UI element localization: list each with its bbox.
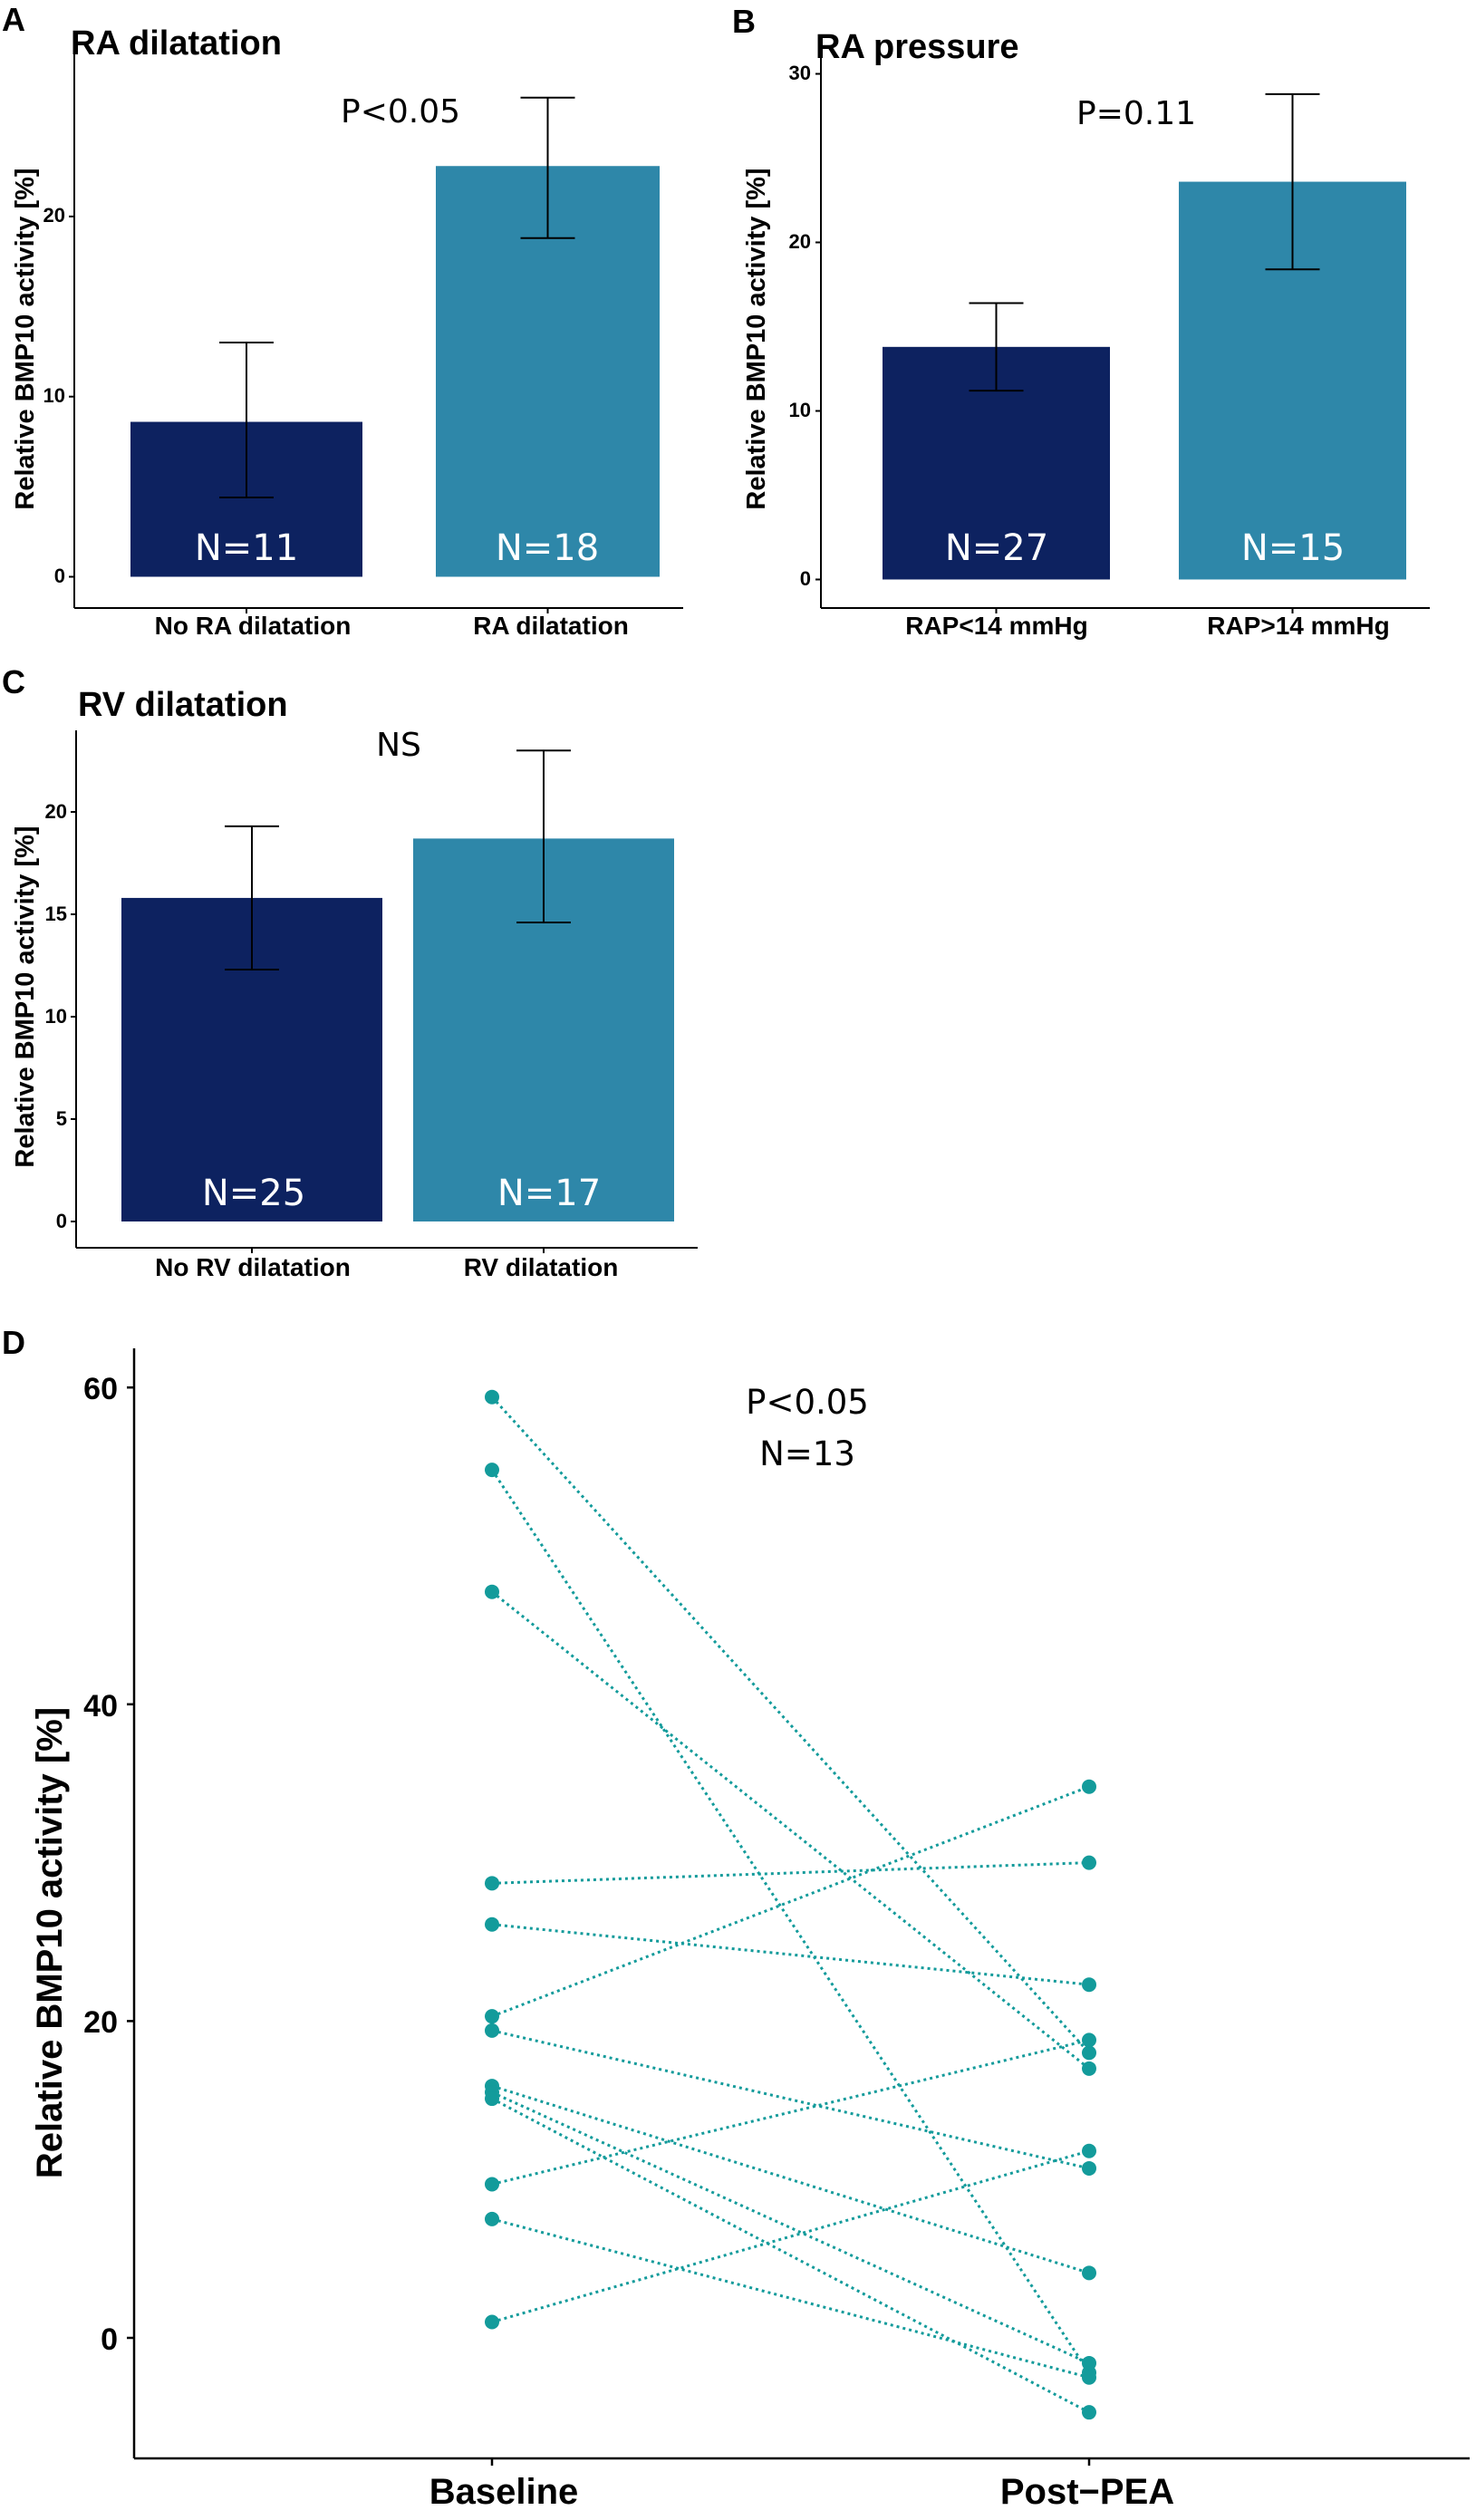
- panel-c-y-tick-label: 20: [45, 800, 67, 823]
- panel-c-annotation: NS: [376, 727, 421, 764]
- panel-a-n-label: N=18: [496, 527, 599, 569]
- panel-a-x-tick-label: No RA dilatation: [155, 612, 352, 640]
- panel-b-x-tick-label: RAP>14 mmHg: [1207, 612, 1390, 640]
- panel-d-pair-line: [490, 1395, 1091, 2054]
- panel-d-pair-line: [490, 1469, 1091, 2374]
- panel-d-post-pea-point: [1082, 2143, 1096, 2158]
- panel-d-baseline-point: [485, 1917, 499, 1932]
- panel-b-title: RA pressure: [815, 28, 1019, 66]
- panel-a-annotation: P<0.05: [341, 93, 460, 130]
- panel-d-baseline-point: [485, 2023, 499, 2038]
- panel-label-d: D: [2, 1324, 25, 1361]
- panel-b-annotation: P=0.11: [1076, 95, 1196, 132]
- panel-c-x-tick-label: No RV dilatation: [155, 1253, 351, 1281]
- panel-d-annotation: P<0.05: [746, 1383, 869, 1422]
- panel-label-b: B: [732, 3, 756, 40]
- panel-c-y-tick-label: 0: [56, 1210, 67, 1232]
- panel-c-n-label: N=17: [497, 1173, 601, 1214]
- panel-d-y-tick-label: 20: [83, 2005, 118, 2040]
- panel-d-y-axis-label: Relative BMP10 activity [%]: [30, 1707, 70, 2178]
- panel-a-bar-chart: RA dilatation P<0.05 Relative BMP10 acti…: [11, 24, 683, 640]
- panel-c-y-tick-label: 15: [45, 903, 67, 925]
- panel-c-title: RV dilatation: [78, 686, 288, 724]
- panel-d-baseline-point: [485, 1876, 499, 1891]
- panel-d-baseline-point: [485, 2177, 499, 2192]
- panel-a-title: RA dilatation: [71, 24, 282, 63]
- panel-a-y-tick-label: 0: [54, 565, 65, 587]
- panel-c-x-tick-label: RV dilatation: [464, 1253, 619, 1281]
- panel-d-post-pea-point: [1082, 2160, 1096, 2176]
- panel-d-post-pea-point: [1082, 2405, 1096, 2420]
- panel-c-bar-chart: RV dilatation NS Relative BMP10 activity…: [11, 686, 698, 1281]
- panel-label-a: A: [2, 1, 25, 38]
- panel-c-y-tick-label: 5: [56, 1107, 67, 1130]
- panel-b-y-tick-label: 30: [789, 62, 811, 84]
- panel-a-y-tick-label: 20: [43, 204, 65, 227]
- panel-d-post-pea-point: [1082, 2355, 1096, 2370]
- panel-d-baseline-point: [485, 1584, 499, 1599]
- panel-d-pair-line: [491, 1590, 1090, 2071]
- panel-d-pair-line: [491, 2149, 1090, 2323]
- panel-b-bar-chart: RA pressure P=0.11 Relative BMP10 activi…: [742, 28, 1430, 640]
- panel-d-post-pea-point: [1082, 2061, 1096, 2076]
- panel-d-y-tick-label: 0: [101, 2322, 118, 2357]
- panel-d-baseline-point: [485, 2314, 499, 2330]
- panel-b-n-label: N=15: [1241, 527, 1345, 569]
- panel-d-baseline-point: [485, 2009, 499, 2024]
- panel-b-y-tick-label: 20: [789, 230, 811, 253]
- panel-d-pair-line: [491, 2038, 1090, 2186]
- panel-d-x-tick-label: Post−PEA: [1000, 2472, 1174, 2512]
- panel-d-y-tick-label: 60: [83, 1372, 118, 1406]
- panel-label-c: C: [2, 663, 25, 700]
- panel-d-paired-line-chart: P<0.05 N=13 Relative BMP10 activity [%] …: [30, 1348, 1470, 2512]
- panel-b-y-axis-label: Relative BMP10 activity [%]: [742, 168, 771, 509]
- panel-d-baseline-point: [485, 2091, 499, 2107]
- panel-d-post-pea-point: [1082, 1977, 1096, 1993]
- panel-d-pair-line: [491, 1785, 1090, 2018]
- panel-d-annotation-n: N=13: [759, 1434, 855, 1473]
- panel-d-post-pea-point: [1082, 2032, 1096, 2048]
- panel-c-y-tick-label: 10: [45, 1005, 67, 1028]
- panel-c-n-label: N=25: [202, 1173, 305, 1214]
- panel-d-x-tick-label: Baseline: [429, 2472, 579, 2512]
- panel-d-pair-line: [491, 1923, 1090, 1986]
- panel-d-post-pea-point: [1082, 2045, 1096, 2061]
- panel-d-baseline-point: [485, 2211, 499, 2226]
- panel-b-y-tick-label: 0: [800, 567, 811, 590]
- panel-a-x-tick-label: RA dilatation: [473, 612, 629, 640]
- panel-d-pair-line: [491, 2090, 1090, 2365]
- panel-d-y-tick-label: 40: [83, 1689, 118, 1723]
- panel-d-pair-line: [491, 2097, 1090, 2414]
- panel-d-baseline-point: [485, 1389, 499, 1405]
- panel-d-pair-line: [491, 2029, 1090, 2170]
- panel-d-baseline-point: [485, 1463, 499, 1478]
- panel-d-pair-line: [491, 2084, 1090, 2274]
- panel-a-y-tick-label: 10: [43, 384, 65, 407]
- panel-c-y-axis-label: Relative BMP10 activity [%]: [11, 826, 40, 1167]
- panel-a-y-axis-label: Relative BMP10 activity [%]: [11, 168, 40, 509]
- panel-d-post-pea-point: [1082, 1779, 1096, 1794]
- panel-b-x-tick-label: RAP<14 mmHg: [905, 612, 1088, 640]
- panel-d-post-pea-point: [1082, 1855, 1096, 1870]
- panel-d-pair-line: [491, 2217, 1090, 2380]
- panel-d-post-pea-point: [1082, 2265, 1096, 2281]
- panel-b-y-tick-label: 10: [789, 399, 811, 421]
- panel-d-post-pea-point: [1082, 2370, 1096, 2385]
- panel-b-n-label: N=27: [945, 527, 1048, 569]
- panel-d-pair-line: [491, 1861, 1090, 1885]
- panel-a-n-label: N=11: [195, 527, 298, 569]
